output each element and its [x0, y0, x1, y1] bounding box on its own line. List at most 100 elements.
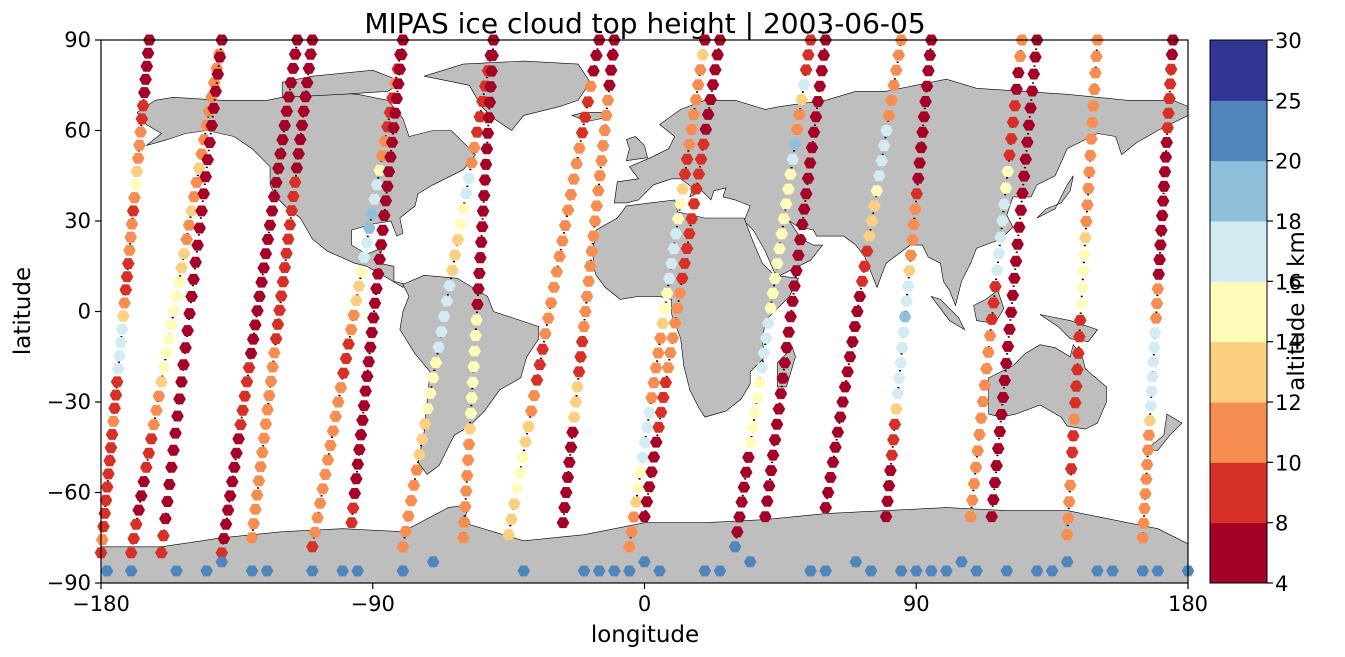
data-point: [737, 481, 751, 493]
colorbar-band: [1210, 402, 1267, 463]
data-point: [344, 324, 358, 336]
data-point: [675, 272, 689, 284]
data-point: [1141, 444, 1155, 456]
data-point: [125, 218, 139, 230]
data-point: [219, 518, 233, 530]
data-point: [811, 96, 825, 107]
data-point: [880, 125, 893, 136]
data-point: [251, 305, 264, 317]
data-point: [300, 77, 314, 89]
data-point: [132, 504, 145, 516]
data-point: [817, 49, 830, 61]
data-point: [215, 556, 229, 568]
chart-title: MIPAS ice cloud top height | 2003-06-05: [364, 7, 925, 40]
data-point: [324, 440, 337, 451]
y-tick-label: 90: [64, 28, 91, 52]
data-point: [585, 245, 599, 257]
data-point: [443, 280, 456, 292]
data-point: [1147, 356, 1160, 368]
data-point: [683, 138, 696, 150]
data-point: [1016, 187, 1029, 199]
data-point: [345, 517, 358, 529]
data-point: [556, 517, 570, 529]
data-point: [575, 127, 589, 139]
data-point: [911, 172, 925, 184]
data-point: [126, 205, 140, 217]
data-point: [437, 311, 451, 322]
data-point: [388, 107, 402, 119]
data-point: [561, 472, 575, 483]
data-point: [838, 381, 852, 393]
colorbar-tick-label: 16: [1275, 270, 1302, 294]
data-point: [254, 461, 267, 473]
data-point: [118, 297, 131, 309]
data-point: [831, 426, 845, 438]
data-point: [782, 326, 795, 338]
data-point: [191, 239, 204, 251]
data-point: [678, 168, 692, 180]
data-point: [205, 120, 218, 131]
data-point: [796, 219, 809, 230]
data-point: [989, 281, 1002, 292]
data-point: [606, 49, 619, 61]
data-point: [238, 390, 252, 402]
data-point: [987, 494, 1000, 506]
data-point: [510, 482, 524, 494]
data-point: [479, 159, 493, 170]
data-point: [680, 153, 694, 165]
data-point: [475, 236, 488, 248]
data-point: [780, 342, 793, 353]
data-point: [863, 230, 876, 242]
data-point: [201, 154, 214, 166]
data-point: [887, 434, 900, 446]
data-point: [378, 210, 391, 221]
south-america-land: [399, 274, 540, 475]
data-point: [909, 203, 922, 215]
data-point: [247, 518, 260, 529]
data-point: [573, 142, 586, 154]
data-point: [306, 565, 319, 577]
data-point: [100, 565, 114, 577]
data-point: [346, 502, 360, 514]
data-point: [910, 188, 923, 200]
data-point: [141, 47, 155, 59]
data-point: [170, 291, 183, 302]
data-point: [446, 264, 459, 276]
data-point: [97, 521, 110, 532]
data-point: [281, 233, 295, 245]
data-point: [261, 234, 275, 245]
data-point: [627, 511, 641, 523]
data-point: [868, 200, 881, 212]
data-point: [517, 565, 530, 577]
data-point: [993, 426, 1007, 437]
data-point: [470, 126, 484, 138]
data-point: [1075, 298, 1088, 310]
data-point: [280, 105, 294, 117]
data-point: [244, 347, 258, 359]
data-point: [519, 436, 532, 448]
data-point: [265, 205, 279, 217]
data-point: [581, 96, 595, 108]
data-point: [642, 481, 656, 493]
data-point: [119, 284, 133, 296]
data-point: [923, 49, 937, 61]
data-point: [870, 185, 884, 197]
data-point: [1087, 100, 1100, 112]
data-point: [1151, 283, 1165, 295]
data-point: [464, 407, 478, 419]
data-point: [571, 381, 584, 393]
data-point: [898, 311, 912, 323]
data-point: [306, 541, 319, 553]
data-point: [1000, 358, 1013, 369]
data-point: [508, 498, 521, 510]
data-point: [458, 516, 471, 528]
data-point: [1137, 517, 1150, 529]
data-point: [240, 376, 254, 388]
data-point: [1144, 400, 1157, 412]
data-point: [459, 188, 473, 199]
data-point: [110, 376, 124, 388]
data-point: [623, 565, 636, 577]
data-point: [384, 151, 397, 163]
x-axis-label: longitude: [591, 622, 699, 648]
data-point: [267, 191, 281, 203]
